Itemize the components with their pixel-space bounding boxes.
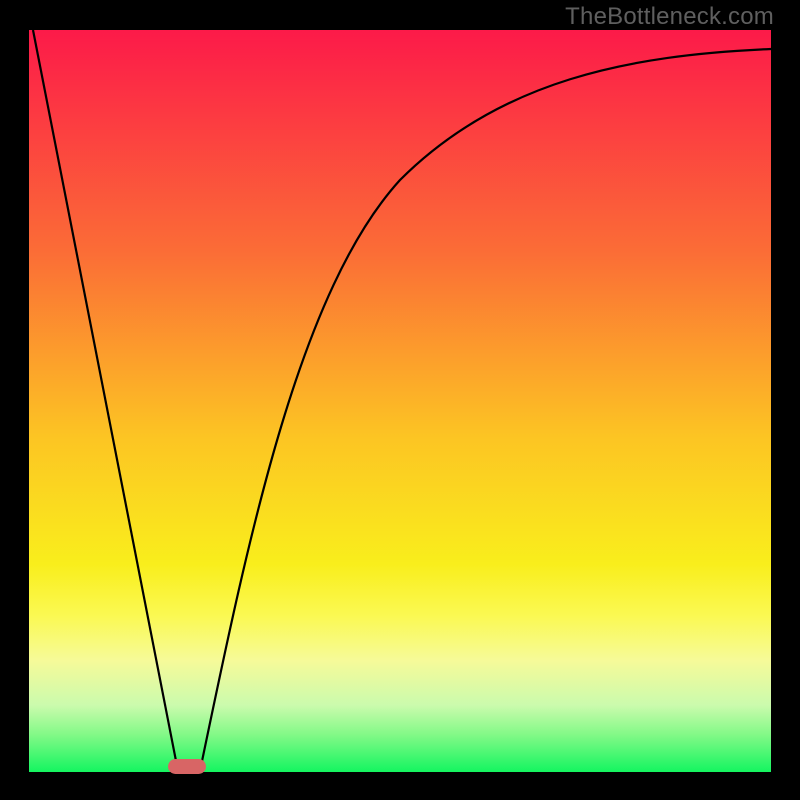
plot-area (29, 30, 771, 772)
minimum-marker (168, 759, 206, 774)
watermark-text: TheBottleneck.com (565, 3, 774, 31)
chart-stage: TheBottleneck.com (0, 0, 800, 800)
